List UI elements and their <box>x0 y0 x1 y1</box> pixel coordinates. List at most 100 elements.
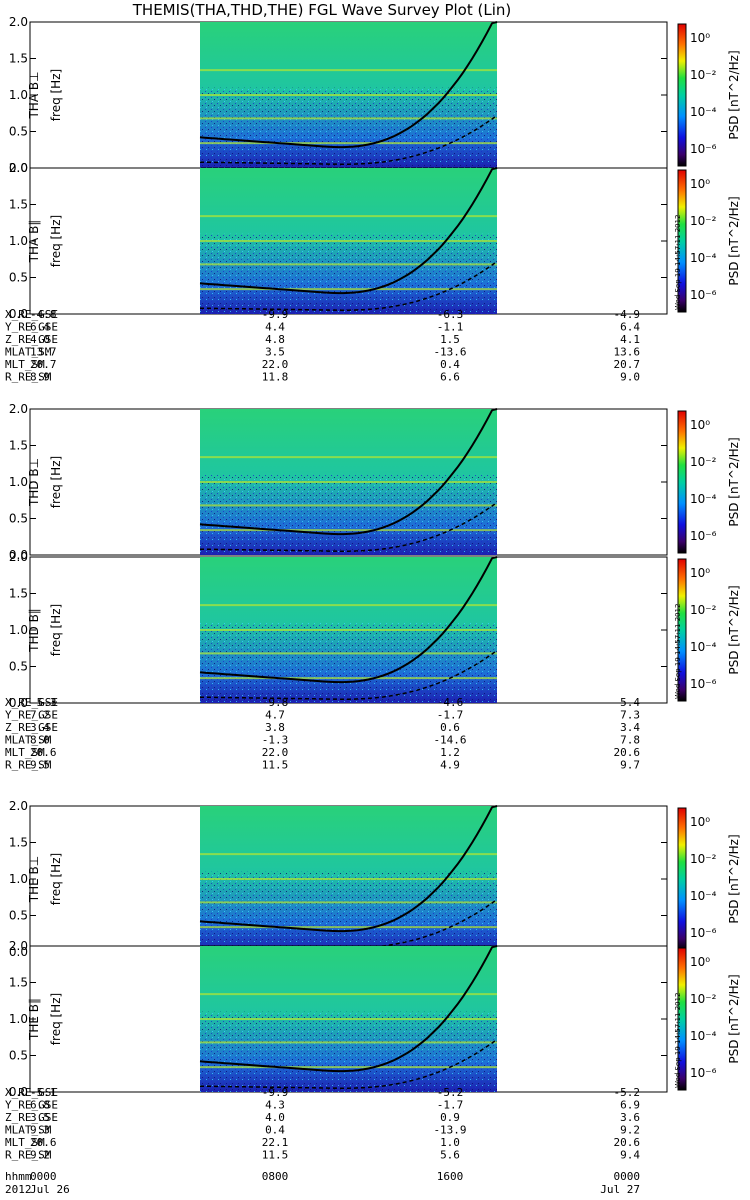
ephemeris-row-name: X_RE_GSE <box>5 696 58 709</box>
ephemeris-row-name: Z_RE_GSE <box>5 1111 58 1124</box>
freq-tick-label: 1.0 <box>9 872 28 886</box>
colorbar-tick-label: 10⁻² <box>690 214 717 228</box>
spectrogram-speckle <box>200 622 497 703</box>
spectrogram-speckle <box>200 233 497 314</box>
gyrofrequency-curve <box>199 556 498 684</box>
half-gyro-curve <box>200 649 498 700</box>
ephemeris-row-name: MLAT_SM <box>5 1124 52 1137</box>
panel-label: THE B⊥ <box>27 856 41 903</box>
ephemeris-value: 22.0 <box>262 358 289 371</box>
time-tick-hhmm: 1600 <box>437 1170 464 1183</box>
ephemeris-value: 1.5 <box>440 333 460 346</box>
ephemeris-value: -4.9 <box>614 308 641 321</box>
colorbar-label: PSD [nT^2/Hz] <box>727 50 741 139</box>
ephemeris-value: 3.4 <box>620 721 640 734</box>
half-gyro-curve <box>200 1038 498 1089</box>
ephemeris-value: 8.9 <box>30 371 50 384</box>
ephemeris-row-name: MLT_SM <box>5 746 45 759</box>
freq-tick-label: 2.0 <box>9 161 28 175</box>
ephemeris-value: 7.3 <box>620 709 640 722</box>
ephemeris-value: -13.6 <box>433 346 466 359</box>
ephemeris-value: -13.9 <box>433 1124 466 1137</box>
spectrogram-speckle <box>200 1011 497 1092</box>
time-tick-hhmm: 0000 <box>614 1170 641 1183</box>
ephemeris-value: 7.8 <box>620 734 640 747</box>
ephemeris-value: 9.2 <box>30 1149 50 1162</box>
freq-tick-label: 2.0 <box>9 15 28 29</box>
ephemeris-row-name: Y_RE_GSE <box>5 321 58 334</box>
ephemeris-value: 9.3 <box>30 1124 50 1137</box>
time-tick-hhmm: 0800 <box>262 1170 289 1183</box>
spectrogram-speckle <box>200 87 497 168</box>
colorbar-tick-label: 10⁻² <box>690 68 717 82</box>
ephemeris-value: 3.4 <box>30 721 50 734</box>
ephemeris-value: 9.4 <box>620 1149 640 1162</box>
ephemeris-value: -5.2 <box>437 1086 464 1099</box>
freq-axis-label: freq [Hz] <box>49 456 63 508</box>
ephemeris-value: 1.0 <box>440 1136 460 1149</box>
ephemeris-value: 11.8 <box>262 371 289 384</box>
ephemeris-value: 8.0 <box>30 734 50 747</box>
gyrofrequency-curve <box>199 167 498 295</box>
colorbar-tick-label: 10⁻⁶ <box>690 529 717 543</box>
freq-tick-label: 1.5 <box>9 976 28 990</box>
colorbar-label: PSD [nT^2/Hz] <box>727 585 741 674</box>
timestamp: Wed Sep 19 14:57:11 2012 <box>674 214 682 310</box>
panel-THD-B∥: 0.0 0.5 1.0 1.5 2.0 THD B∥ freq [Hz] 10⁰ 10⁻² 10⁻… <box>9 550 741 710</box>
freq-tick-label: 0.5 <box>9 512 28 526</box>
colorbar-tick-label: 10⁻⁴ <box>690 640 717 654</box>
freq-tick-label: 1.0 <box>9 88 28 102</box>
spectrogram-speckle <box>200 871 497 952</box>
ephemeris-value: -1.7 <box>437 709 464 722</box>
ephemeris-row-name: Z_RE_GSE <box>5 721 58 734</box>
ephemeris-row-name: MLAT_SM <box>5 734 52 747</box>
panel-label: THA B⊥ <box>27 71 41 119</box>
ephemeris-value: 0.6 <box>440 721 460 734</box>
ephemeris-value: -1.3 <box>262 734 289 747</box>
gyrofrequency-curve <box>199 408 498 536</box>
ephemeris-value: 20.7 <box>614 358 641 371</box>
time-tick-date: Jul 27 <box>600 1183 640 1196</box>
time-row-label: 2012 <box>5 1183 32 1196</box>
colorbar <box>677 410 687 554</box>
ephemeris-value: 5.6 <box>440 1149 460 1162</box>
ephemeris-value: 3.8 <box>265 721 285 734</box>
colorbar-tick-label: 10⁻⁶ <box>690 142 717 156</box>
colorbar-tick-label: 10⁻⁴ <box>690 251 717 265</box>
ephemeris-row-name: X_RE_GSE <box>5 1086 58 1099</box>
panel-THE-B⊥: 0.0 0.5 1.0 1.5 2.0 THE B⊥ freq [Hz] 10⁰ 10⁻² 10⁻… <box>9 799 741 959</box>
ephemeris-value: 4.3 <box>265 1099 285 1112</box>
ephemeris-value: 20.6 <box>30 746 57 759</box>
freq-axis-label: freq [Hz] <box>49 993 63 1045</box>
spectrogram-speckle <box>200 474 497 555</box>
ephemeris-value: 6.4 <box>30 321 50 334</box>
colorbar-label: PSD [nT^2/Hz] <box>727 196 741 285</box>
colorbar-tick-label: 10⁰ <box>690 955 710 969</box>
freq-tick-label: 2.0 <box>9 799 28 813</box>
colorbar-tick-label: 10⁰ <box>690 815 710 829</box>
freq-tick-label: 0.0 <box>9 161 28 175</box>
colorbar-tick-label: 10⁻² <box>690 455 717 469</box>
ephemeris-value: -9.9 <box>262 1086 289 1099</box>
colorbar <box>677 558 687 702</box>
colorbar-tick-label: 10⁻² <box>690 603 717 617</box>
colorbar-tick-label: 10⁻² <box>690 852 717 866</box>
ephemeris-value: 3.5 <box>265 346 285 359</box>
freq-tick-label: 1.5 <box>9 52 28 66</box>
ephemeris-value: 9.7 <box>620 759 640 772</box>
freq-tick-label: 0.0 <box>9 945 28 959</box>
timestamp: Wed Sep 19 14:57:11 2012 <box>674 603 682 699</box>
colorbar-tick-label: 10⁻⁴ <box>690 1029 717 1043</box>
ephemeris-value: -14.6 <box>433 734 466 747</box>
ephemeris-value: 6.8 <box>30 1099 50 1112</box>
ephemeris-value: 20.6 <box>614 746 641 759</box>
ephemeris-value: 11.5 <box>262 759 289 772</box>
colorbar-tick-label: 10⁻⁶ <box>690 926 717 940</box>
ephemeris-value: -1.1 <box>437 321 464 334</box>
panel-label: THA B∥ <box>27 220 41 264</box>
ephemeris-row-name: Y_RE_GSE <box>5 1099 58 1112</box>
ephemeris-value: 6.9 <box>620 1099 640 1112</box>
freq-axis-label: freq [Hz] <box>49 853 63 905</box>
ephemeris-value: 22.0 <box>262 746 289 759</box>
ephemeris-value: 3.5 <box>30 1111 50 1124</box>
